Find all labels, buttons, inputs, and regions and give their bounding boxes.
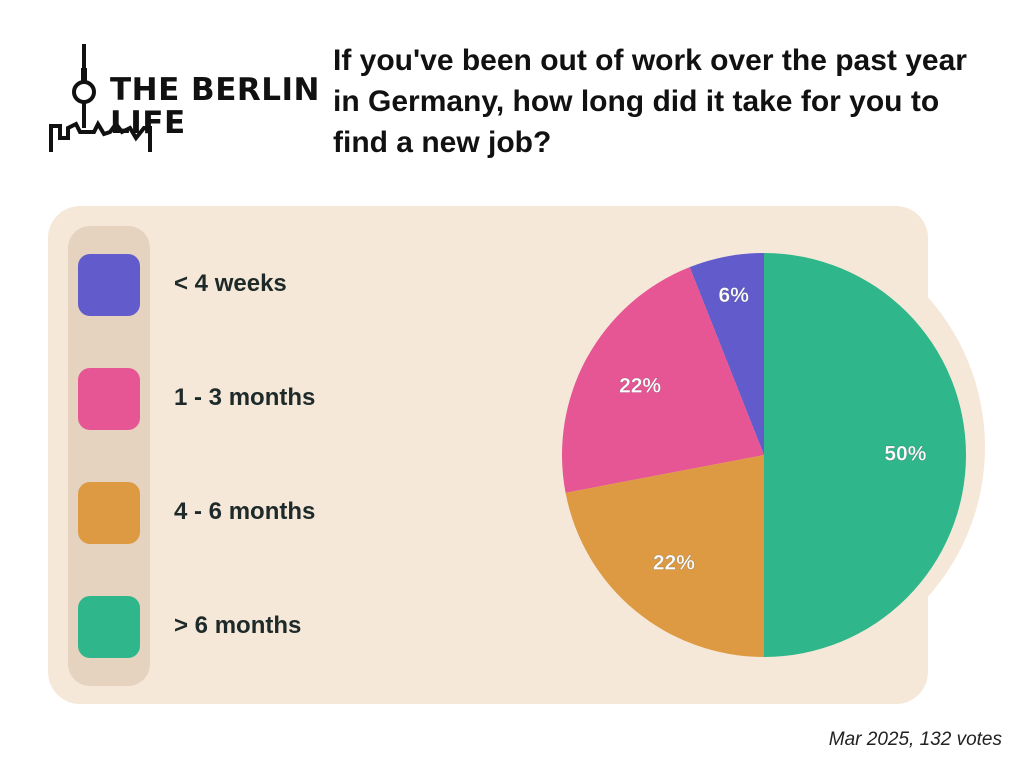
legend-item: < 4 weeks [78,254,398,316]
legend-label: 1 - 3 months [174,384,316,411]
brand-line-2: LIFE [110,105,186,141]
legend-label: < 4 weeks [174,270,287,297]
legend-item: 1 - 3 months [78,368,398,430]
brand-logo: THE BERLIN LIFE [46,44,319,156]
pie-slice [565,455,764,657]
pie-slice [764,253,966,657]
pie-data-label: 22% [653,551,695,574]
legend-swatch [78,596,140,658]
tv-tower-skyline-icon [49,44,152,152]
pie-slice [562,267,764,493]
pie-data-label: 6% [719,284,750,307]
legend-swatch [78,254,140,316]
legend-swatch [78,482,140,544]
chart-title: If you've been out of work over the past… [333,44,967,159]
poll-footer: Mar 2025, 132 votes [828,729,1002,750]
pie-data-label: 50% [884,443,926,466]
pie-slice [689,253,764,455]
pie-data-label: 22% [619,374,661,397]
legend-label: > 6 months [174,612,302,639]
legend-item: > 6 months [78,596,398,658]
legend-label: 4 - 6 months [174,498,316,525]
legend-item: 4 - 6 months [78,482,398,544]
brand-wordmark: THE BERLIN LIFE [110,74,320,140]
legend-swatch [78,368,140,430]
brand-line-1: THE BERLIN [110,72,320,108]
